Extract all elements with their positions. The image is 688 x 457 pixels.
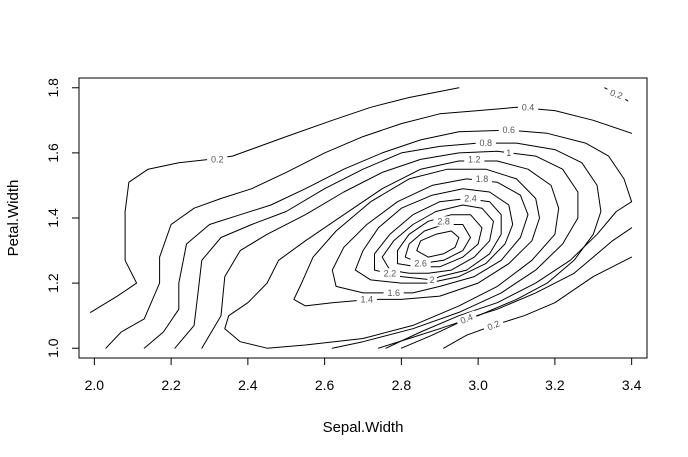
contour-label: 2.8 — [437, 216, 450, 226]
contour-line-1-4-10 — [293, 168, 540, 307]
contour-line-0-6-5 — [143, 129, 633, 349]
contour-label-bg — [475, 138, 496, 149]
contour-lines — [90, 87, 633, 349]
contour-label-bg — [460, 193, 481, 204]
contour-label-group-10: 1.6 — [383, 287, 404, 298]
contour-label-bg — [433, 216, 454, 227]
x-tick-label: 3.2 — [545, 377, 565, 393]
contour-label-group-16: 2.8 — [433, 216, 454, 227]
contour-label-bg — [383, 287, 404, 298]
contour-labels: 0.2 0.2 0.2 0.4 0.4 0.6 0.8 1 1.2 1.4 1.6 1.8 2 2.2 2.… — [207, 86, 628, 334]
contour-label-bg — [410, 258, 431, 269]
x-axis: 2.0 2.2 2.4 2.6 2.8 3.0 3.2 3.4 — [85, 357, 642, 393]
contour-label: 2.2 — [384, 268, 397, 278]
contour-label-bg — [498, 125, 519, 136]
contour-line-2-2-14 — [381, 204, 494, 274]
contour-label: 2.4 — [464, 194, 477, 204]
contour-label-group-4: 0.4 — [455, 310, 478, 328]
contour-label-bg — [464, 154, 485, 165]
contour-label: 2 — [430, 275, 435, 285]
contour-label: 0.2 — [211, 154, 224, 164]
contour-line-0-4-3 — [105, 106, 633, 349]
contour-label-group-14: 2.4 — [460, 193, 481, 204]
x-tick-label: 2.0 — [85, 377, 105, 393]
contour-label-group-8: 1.2 — [464, 154, 485, 165]
contour-label-bg — [482, 316, 505, 334]
contour-label: 2.6 — [414, 259, 427, 269]
contour-label-group-6: 0.8 — [475, 138, 496, 149]
contour-label-bg — [605, 86, 628, 103]
contour-label-group-9: 1.4 — [356, 294, 377, 305]
contour-label: 0.4 — [459, 312, 474, 326]
contour-label-group-12: 2 — [427, 274, 437, 285]
contour-label-group-2: 0.2 — [482, 316, 505, 334]
contour-label-group-5: 0.6 — [498, 125, 519, 136]
y-axis-title: Petal.Width — [5, 180, 22, 257]
contour-label-bg — [379, 268, 400, 279]
contour-line-0-2-2 — [443, 256, 633, 349]
contour-label-group-1: 0.2 — [605, 86, 628, 103]
x-tick-label: 2.8 — [392, 377, 412, 393]
contour-line-1-8 — [201, 150, 579, 349]
contour-label-group-15: 2.6 — [410, 258, 431, 269]
contour-label-group-0: 0.2 — [207, 154, 228, 165]
contour-label-group-11: 1.8 — [471, 173, 493, 184]
contour-label-bg — [356, 294, 377, 305]
x-tick-label: 3.4 — [622, 377, 642, 393]
contour-label-bg — [517, 102, 539, 113]
y-axis: 1.0 1.2 1.4 1.6 1.8 — [45, 78, 80, 358]
contour-label: 0.2 — [486, 318, 501, 332]
contour-label: 1.6 — [387, 288, 400, 298]
y-tick-label: 1.4 — [45, 208, 61, 228]
x-tick-label: 3.0 — [468, 377, 488, 393]
contour-label: 1.2 — [468, 154, 481, 164]
contour-label-bg — [471, 173, 493, 184]
contour-label-group-3: 0.4 — [517, 102, 539, 113]
contour-line-1-8-12 — [354, 188, 514, 284]
x-axis-title: Sepal.Width — [323, 419, 404, 436]
contour-label-bg — [427, 274, 437, 285]
y-tick-label: 1.2 — [45, 273, 61, 293]
contour-line-0-4-4 — [400, 227, 633, 349]
contour-label-group-7: 1 — [504, 147, 514, 158]
plot-frame — [78, 77, 648, 359]
y-tick-label: 1.0 — [45, 338, 61, 358]
contour-line-0-8-7 — [174, 142, 602, 349]
contour-line-2-4-15 — [397, 214, 483, 268]
y-tick-label: 1.8 — [45, 78, 61, 98]
contour-label-group-13: 2.2 — [379, 268, 400, 279]
contour-label: 0.8 — [480, 138, 493, 148]
contour-label: 0.6 — [503, 125, 516, 135]
contour-label: 1.4 — [361, 294, 374, 304]
contour-label-bg — [504, 147, 514, 158]
contour-label-bg — [455, 310, 478, 328]
contour-line-2-8-17 — [416, 230, 460, 258]
x-tick-label: 2.6 — [315, 377, 335, 393]
x-tick-label: 2.4 — [238, 377, 258, 393]
contour-line-0-6-6 — [385, 201, 633, 349]
contour-label: 1 — [506, 148, 511, 158]
y-tick-label: 1.6 — [45, 143, 61, 163]
contour-label-bg — [207, 154, 228, 165]
contour-label: 0.4 — [522, 102, 535, 112]
contour-line-0-2-0 — [90, 87, 460, 313]
contour-label: 1.8 — [476, 174, 489, 184]
contour-label: 0.2 — [609, 87, 624, 101]
x-tick-label: 2.2 — [161, 377, 181, 393]
